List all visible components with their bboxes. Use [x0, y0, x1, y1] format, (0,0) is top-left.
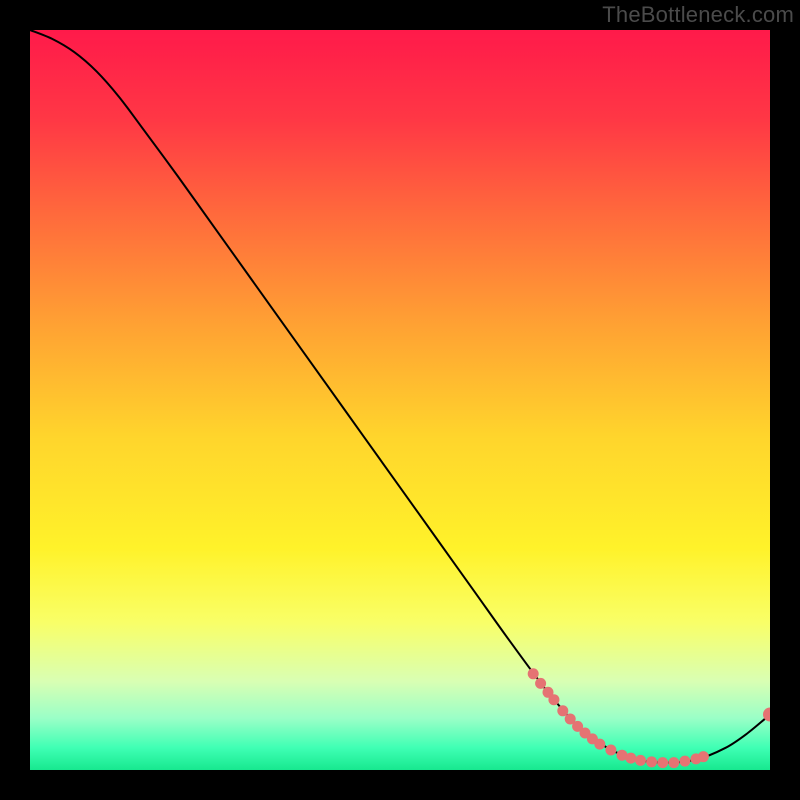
- data-marker: [679, 756, 690, 767]
- data-marker: [557, 705, 568, 716]
- data-marker: [625, 753, 636, 764]
- chart-container: TheBottleneck.com: [0, 0, 800, 800]
- data-marker: [668, 757, 679, 768]
- data-marker: [528, 668, 539, 679]
- data-marker: [657, 757, 668, 768]
- data-marker: [548, 694, 559, 705]
- data-marker: [594, 739, 605, 750]
- plot-area: [30, 30, 770, 770]
- gradient-background: [30, 30, 770, 770]
- data-marker: [635, 755, 646, 766]
- data-marker: [535, 678, 546, 689]
- bottleneck-chart: [30, 30, 770, 770]
- data-marker: [646, 756, 657, 767]
- data-marker: [698, 751, 709, 762]
- watermark-label: TheBottleneck.com: [602, 2, 794, 28]
- data-marker: [605, 745, 616, 756]
